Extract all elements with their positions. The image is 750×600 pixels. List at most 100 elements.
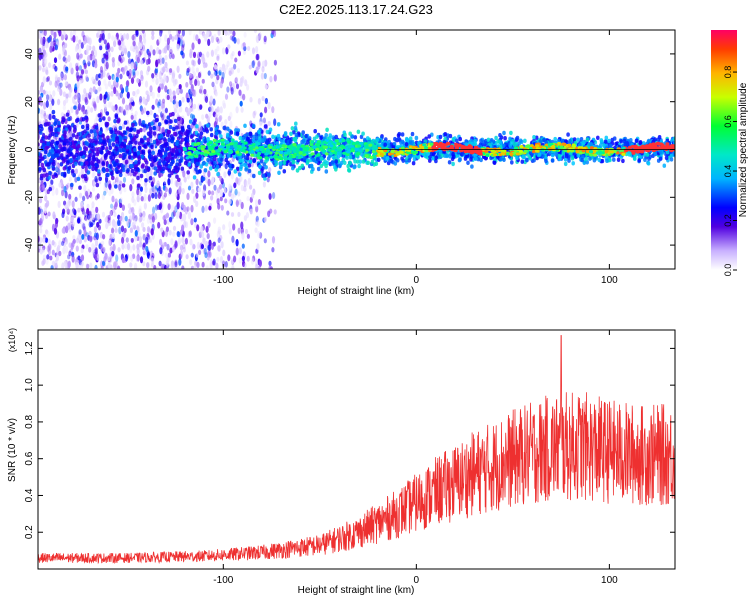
heatmap-cell: [263, 238, 267, 244]
heatmap-cell: [73, 209, 77, 216]
heatmap-cell: [91, 76, 95, 82]
heatmap-cell: [257, 170, 262, 176]
heatmap-cell: [85, 48, 89, 55]
heatmap-cell: [162, 194, 166, 200]
heatmap-cell: [193, 217, 197, 223]
heatmap-cell: [261, 66, 265, 73]
heatmap-cell: [508, 136, 512, 141]
heatmap-cell: [229, 30, 233, 35]
heatmap-cell: [130, 254, 134, 262]
heatmap-cell: [201, 54, 205, 62]
heatmap-cell: [238, 247, 242, 255]
heatmap-cell: [235, 238, 239, 247]
heatmap-cell: [221, 47, 226, 55]
heatmap-cell: [78, 136, 83, 141]
heatmap-cell: [592, 158, 597, 163]
heatmap-cell: [128, 133, 132, 138]
heatmap-cell: [57, 76, 61, 83]
heatmap-cell: [195, 34, 199, 42]
heatmap-cell: [50, 40, 54, 47]
heatmap-cell: [72, 128, 77, 134]
heatmap-cell: [203, 168, 208, 173]
heatmap-cell: [151, 150, 155, 155]
heatmap-cell: [113, 40, 117, 48]
heatmap-cell: [163, 219, 167, 226]
heatmap-cell: [75, 62, 79, 70]
heatmap-cell: [216, 172, 220, 177]
heatmap-cell: [199, 85, 203, 91]
heatmap-cell: [124, 215, 128, 222]
heatmap-cell: [179, 244, 184, 251]
heatmap-cell: [213, 71, 217, 78]
heatmap-cell: [96, 193, 100, 199]
heatmap-cell: [102, 116, 106, 121]
heatmap-cell: [166, 94, 170, 101]
heatmap-cell: [50, 264, 54, 269]
heatmap-cell: [175, 125, 179, 130]
heatmap-cell: [343, 132, 347, 138]
heatmap-cell: [95, 182, 100, 188]
heatmap-cell: [71, 133, 76, 138]
heatmap-cell: [104, 121, 109, 127]
heatmap-cell: [115, 76, 119, 83]
heatmap-cell: [112, 243, 116, 252]
heatmap-cell: [164, 76, 168, 83]
heatmap-cell: [201, 114, 205, 120]
heatmap-cell: [169, 68, 173, 73]
heatmap-cell: [502, 130, 506, 136]
heatmap-cell: [466, 160, 470, 165]
heatmap-cell: [190, 181, 194, 189]
heatmap-cell: [428, 158, 432, 163]
heatmap-cell: [205, 225, 209, 233]
heatmap-cell: [83, 90, 87, 98]
heatmap-cell: [158, 99, 162, 107]
heatmap-cell: [328, 133, 333, 138]
heatmap-cell: [93, 132, 98, 137]
heatmap-cell: [236, 68, 241, 74]
heatmap-cell: [201, 231, 205, 239]
heatmap-cell: [66, 206, 70, 213]
heatmap-cell: [207, 70, 211, 76]
heatmap-cell: [66, 208, 70, 215]
heatmap-cell: [133, 147, 137, 153]
heatmap-cell: [52, 114, 56, 120]
heatmap-cell: [191, 42, 195, 50]
heatmap-cell: [245, 180, 249, 188]
heatmap-cell: [170, 204, 175, 213]
heatmap-cell: [75, 118, 79, 124]
heatmap-cell: [164, 229, 169, 238]
heatmap-cell: [149, 217, 153, 224]
heatmap-cell: [123, 47, 128, 54]
heatmap-cell: [121, 204, 125, 211]
heatmap-cell: [182, 204, 186, 213]
heatmap-cell: [137, 156, 142, 161]
heatmap-cell: [51, 98, 55, 106]
heatmap-cell: [151, 104, 155, 110]
heatmap-cell: [241, 232, 245, 240]
heatmap-cell: [159, 133, 164, 139]
heatmap-cell: [38, 89, 41, 95]
heatmap-cell: [177, 30, 181, 35]
heatmap-cell: [271, 30, 275, 35]
heatmap-cell: [221, 66, 225, 72]
heatmap-cell: [45, 69, 49, 76]
heatmap-cell: [174, 34, 178, 40]
heatmap-cell: [193, 90, 197, 97]
heatmap-cell: [179, 34, 183, 40]
heatmap-cell: [662, 163, 667, 168]
heatmap-cell: [62, 166, 67, 171]
heatmap-cell: [532, 135, 536, 140]
heatmap-cell: [263, 72, 267, 80]
heatmap-cell: [51, 189, 55, 197]
heatmap-cell: [132, 244, 136, 251]
heatmap-cell: [253, 30, 257, 34]
heatmap-cell: [127, 58, 132, 64]
heatmap-cell: [157, 92, 161, 98]
heatmap-cell: [258, 32, 262, 40]
heatmap-cell: [489, 138, 494, 143]
heatmap-cell: [94, 125, 99, 130]
heatmap-cell: [353, 135, 358, 140]
heatmap-cell: [208, 239, 212, 247]
heatmap-cell: [200, 126, 204, 132]
heatmap-cell: [88, 138, 92, 143]
